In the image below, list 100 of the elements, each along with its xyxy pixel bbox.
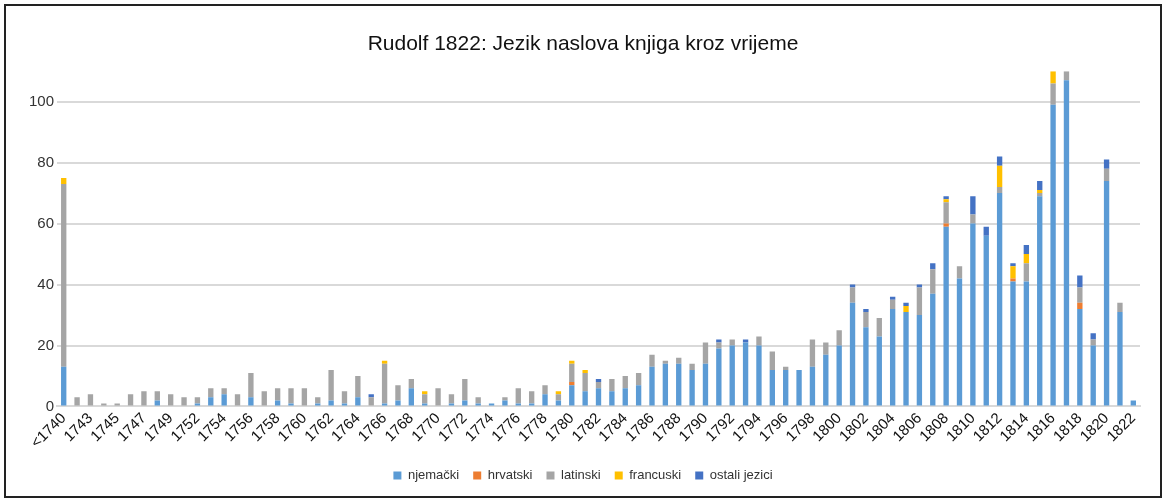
- bar: [1050, 104, 1056, 406]
- bar: [742, 342, 749, 406]
- bar: [315, 397, 321, 404]
- bar: [609, 391, 615, 406]
- bar: [422, 391, 428, 395]
- bar: [716, 342, 722, 349]
- bar: [889, 308, 896, 406]
- bar: [635, 372, 642, 386]
- bar: [702, 363, 709, 406]
- bar: [595, 382, 602, 389]
- bar: [930, 269, 936, 294]
- bar: [662, 363, 669, 406]
- bar: [849, 302, 856, 406]
- bar: [983, 235, 989, 406]
- bar: [127, 394, 134, 406]
- bar: [61, 183, 67, 367]
- chart-title: Rudolf 1822: Jezik naslova knjiga kroz vrijeme: [367, 31, 799, 55]
- bar: [234, 394, 241, 406]
- bar: [1090, 345, 1096, 406]
- y-tick-label: 0: [45, 396, 55, 414]
- bar: [208, 397, 214, 406]
- bar: [1103, 168, 1110, 181]
- bar: [783, 366, 789, 370]
- bar: [154, 400, 160, 406]
- bar: [582, 391, 588, 406]
- bar: [381, 363, 388, 404]
- bar: [341, 403, 348, 406]
- bar: [1037, 180, 1043, 191]
- bar: [515, 388, 521, 404]
- bar: [742, 339, 749, 343]
- bar: [876, 318, 882, 337]
- bar: [823, 354, 829, 406]
- bar: [569, 385, 575, 406]
- bar: [1077, 308, 1083, 406]
- bar: [595, 388, 602, 406]
- bar: [1103, 180, 1110, 406]
- bar: [916, 315, 923, 406]
- bar: [114, 403, 120, 406]
- bar: [1090, 333, 1096, 340]
- bar: [274, 400, 281, 406]
- bar: [769, 369, 775, 406]
- legend-label: njemački: [407, 467, 460, 483]
- bar: [649, 354, 655, 367]
- bar: [635, 385, 642, 406]
- bar: [1010, 278, 1016, 282]
- y-tick-label: 80: [37, 152, 55, 170]
- bar: [422, 394, 428, 404]
- bar: [809, 366, 816, 406]
- bar: [609, 379, 615, 392]
- bar: [729, 339, 735, 346]
- bar: [381, 360, 388, 364]
- bar: [916, 287, 923, 316]
- bar: [1010, 266, 1016, 279]
- y-tick-label: 20: [37, 335, 55, 353]
- bar: [194, 397, 201, 404]
- bar: [889, 299, 896, 309]
- bar: [462, 379, 468, 401]
- bar: [916, 284, 923, 288]
- bar: [355, 397, 361, 406]
- bar: [970, 223, 976, 406]
- bar: [1050, 71, 1056, 84]
- bar: [555, 391, 562, 395]
- bar: [475, 397, 481, 404]
- bar: [542, 394, 548, 406]
- bar: [849, 284, 856, 288]
- bar: [716, 348, 722, 406]
- bar: [1023, 244, 1030, 255]
- bar: [261, 391, 267, 406]
- bar: [502, 397, 508, 401]
- bar: [208, 388, 214, 398]
- bar: [569, 363, 575, 383]
- bar: [702, 342, 709, 364]
- bar: [569, 360, 575, 364]
- bar: [1050, 83, 1056, 105]
- bar: [956, 278, 963, 406]
- bar: [756, 345, 762, 406]
- bar: [943, 226, 949, 406]
- bar: [422, 403, 428, 406]
- bar: [676, 363, 682, 406]
- bar: [662, 360, 669, 364]
- bar: [168, 394, 174, 406]
- bar: [194, 403, 201, 406]
- bar: [101, 403, 107, 406]
- y-tick-label: 60: [37, 213, 55, 231]
- bar: [74, 397, 80, 406]
- bar: [863, 327, 869, 406]
- bar: [315, 403, 321, 406]
- bar: [943, 223, 949, 227]
- bar: [930, 293, 936, 406]
- bar: [796, 369, 802, 406]
- bar: [462, 400, 468, 406]
- bar: [996, 187, 1003, 194]
- bar: [288, 388, 294, 404]
- bar: [368, 394, 374, 398]
- bar: [288, 403, 294, 406]
- bar: [836, 345, 842, 406]
- bar: [903, 305, 909, 312]
- bar: [622, 388, 628, 406]
- bar: [903, 302, 909, 306]
- bar: [1077, 275, 1083, 288]
